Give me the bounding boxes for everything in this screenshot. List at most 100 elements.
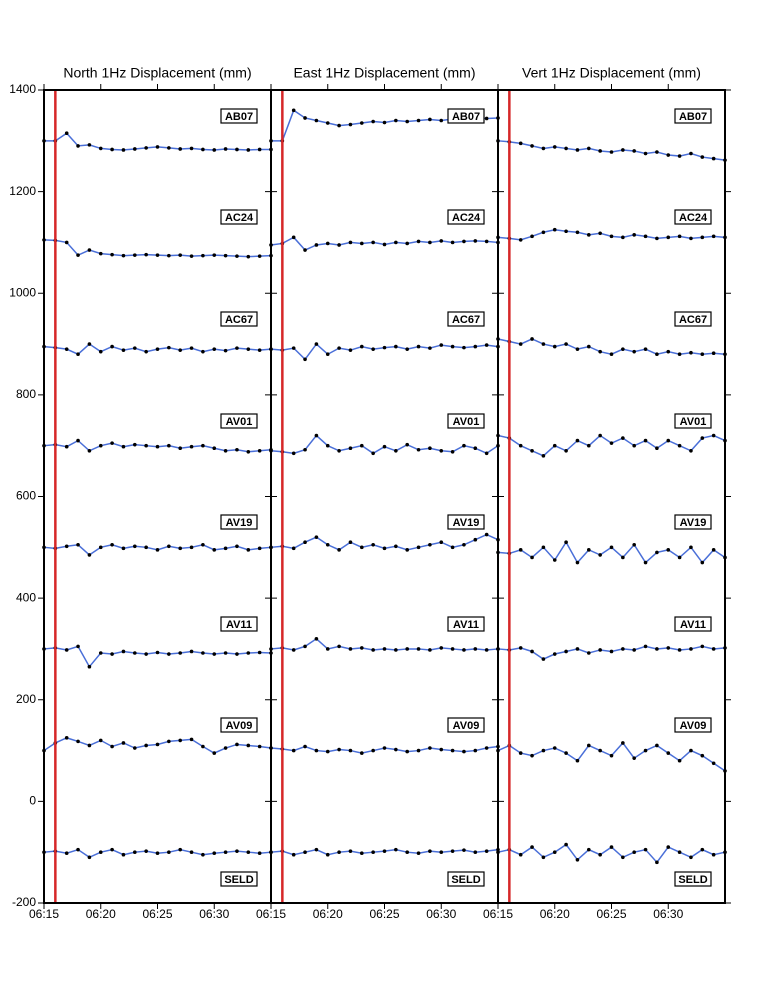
sample — [178, 348, 182, 352]
sample — [450, 449, 455, 454]
station-name: AV09 — [680, 720, 707, 732]
sample — [314, 847, 319, 852]
sample — [76, 644, 80, 649]
x-tick-label: 06:30 — [199, 907, 229, 921]
sample — [64, 851, 69, 856]
sample — [655, 647, 659, 651]
sample — [98, 850, 103, 854]
sample — [291, 546, 296, 551]
sample — [325, 443, 330, 448]
sample — [189, 346, 194, 350]
sample — [64, 347, 69, 351]
station-box — [447, 311, 485, 327]
station-label: SELD — [220, 871, 258, 887]
sample — [428, 240, 432, 245]
sample — [541, 454, 546, 458]
sample — [382, 444, 387, 449]
sample — [518, 646, 523, 650]
sample — [598, 748, 602, 753]
sample — [450, 545, 455, 550]
sample — [473, 850, 478, 854]
sample — [621, 436, 625, 440]
sample — [416, 545, 421, 550]
sample — [133, 346, 137, 350]
sample — [76, 542, 80, 547]
sample — [348, 446, 353, 451]
y-tick-label: 1200 — [9, 184, 36, 198]
sample — [371, 451, 375, 456]
sample — [564, 649, 568, 654]
sample — [484, 648, 489, 652]
sample — [643, 347, 648, 351]
sample — [541, 855, 546, 860]
sample — [257, 546, 262, 551]
sample — [98, 738, 103, 743]
sample — [416, 344, 421, 349]
sample — [178, 847, 182, 852]
sample — [167, 146, 171, 150]
sample — [394, 847, 398, 852]
sample — [700, 155, 705, 159]
sample — [450, 849, 455, 853]
sample — [677, 352, 682, 357]
sample — [87, 143, 92, 147]
sample — [121, 546, 126, 551]
sample — [416, 239, 421, 244]
sample — [64, 648, 69, 652]
sample — [144, 443, 148, 448]
sample — [711, 761, 716, 766]
sample — [155, 650, 160, 655]
sample — [155, 742, 160, 747]
trace — [497, 540, 726, 564]
station-label: AV01 — [220, 413, 258, 429]
sample — [587, 443, 591, 448]
sample — [530, 555, 534, 560]
sample — [223, 850, 228, 854]
sample — [189, 737, 194, 742]
y-tick-label: 800 — [16, 387, 36, 401]
sample — [189, 146, 194, 151]
sample — [325, 852, 330, 857]
sample — [360, 751, 364, 755]
sample — [348, 647, 353, 651]
sample — [609, 234, 614, 239]
sample — [360, 545, 364, 550]
sample — [473, 537, 478, 542]
sample — [257, 147, 262, 152]
sample — [76, 144, 80, 148]
sample — [677, 154, 682, 158]
x-tick-label: 06:25 — [596, 907, 626, 921]
sample — [133, 544, 137, 549]
sample — [246, 548, 251, 552]
station-label: AV19 — [447, 514, 485, 530]
sample — [201, 147, 205, 152]
station-label: AB07 — [220, 108, 258, 124]
sample — [121, 444, 126, 449]
sample — [303, 744, 307, 749]
sample — [382, 647, 387, 651]
sample — [189, 850, 194, 854]
sample — [325, 352, 330, 357]
x-tick-label: 06:25 — [369, 907, 399, 921]
sample — [144, 146, 148, 150]
sample — [609, 753, 614, 758]
station-name: AV19 — [680, 517, 707, 529]
sample — [632, 233, 636, 237]
sample — [76, 739, 80, 744]
sample — [541, 748, 546, 753]
sample — [655, 352, 659, 357]
sample — [587, 233, 591, 237]
sample — [484, 451, 489, 456]
sample — [439, 747, 444, 752]
panel-title: East 1Hz Displacement (mm) — [293, 65, 475, 81]
y-tick-label: 600 — [16, 489, 36, 503]
sample — [462, 443, 466, 448]
sample — [314, 118, 319, 123]
sample — [621, 235, 625, 240]
station-name: AV11 — [453, 619, 479, 631]
sample — [609, 150, 614, 154]
sample — [462, 239, 466, 244]
sample — [530, 234, 534, 239]
trace — [497, 434, 726, 457]
sample — [484, 116, 489, 121]
